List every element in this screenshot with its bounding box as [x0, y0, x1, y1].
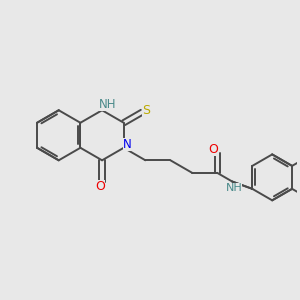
Text: NH: NH: [99, 98, 116, 111]
Text: NH: NH: [225, 183, 242, 193]
Text: O: O: [95, 180, 105, 193]
Text: S: S: [142, 104, 150, 117]
Text: N: N: [123, 138, 132, 151]
Text: O: O: [209, 143, 219, 156]
